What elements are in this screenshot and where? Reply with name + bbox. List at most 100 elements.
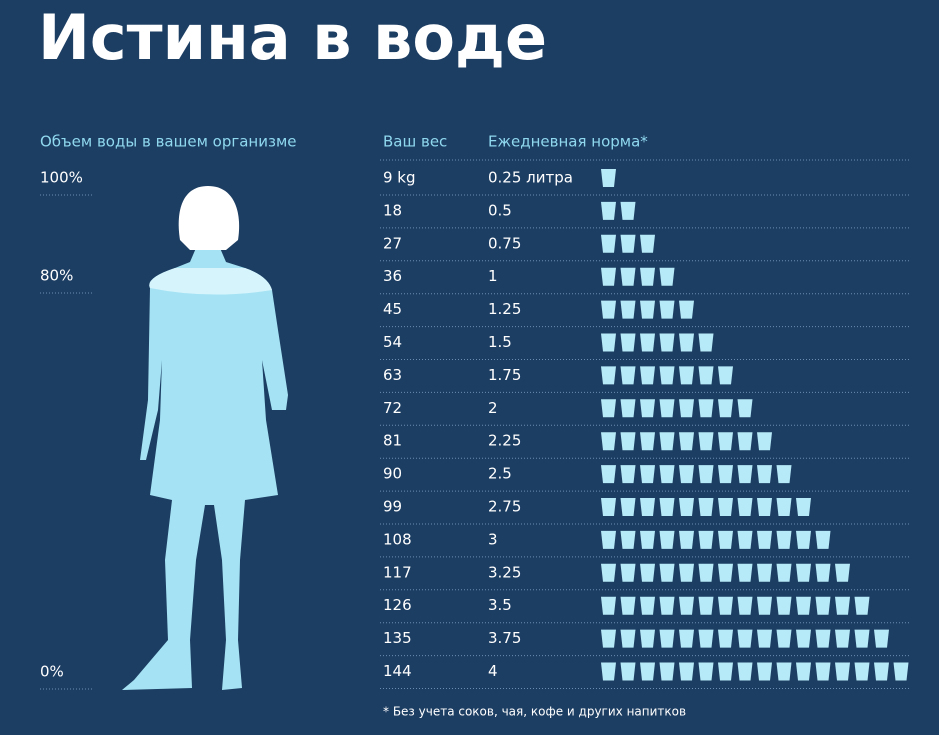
- glass: [620, 366, 636, 385]
- glass: [640, 596, 655, 615]
- glass: [679, 399, 694, 418]
- norm: 3.25: [488, 563, 521, 581]
- glass: [718, 563, 733, 582]
- weight: 18: [383, 201, 402, 219]
- glass: [640, 300, 655, 319]
- weight: 63: [383, 366, 402, 384]
- glass: [659, 465, 675, 484]
- body: [122, 248, 288, 690]
- glass: [601, 399, 616, 418]
- weight: 99: [383, 498, 402, 516]
- glass: [640, 465, 655, 484]
- glass: [679, 366, 694, 385]
- glass: [640, 629, 655, 648]
- glass: [893, 662, 909, 681]
- glass: [601, 498, 616, 516]
- norm: 4: [488, 662, 498, 680]
- glass: [620, 465, 636, 484]
- glass: [815, 662, 831, 681]
- glass: [737, 662, 753, 681]
- weight: 9 kg: [383, 169, 416, 187]
- glass: [640, 530, 655, 549]
- glass: [640, 498, 655, 516]
- glass: [620, 267, 636, 286]
- glass: [718, 465, 733, 484]
- glass: [679, 300, 694, 319]
- glass: [679, 530, 694, 549]
- glass: [737, 596, 753, 615]
- glass: [796, 662, 811, 681]
- norm: 2.5: [488, 465, 512, 483]
- glass: [659, 596, 675, 615]
- glass: [659, 498, 675, 516]
- glass: [776, 563, 792, 582]
- glass: [796, 498, 811, 516]
- norm: 0.5: [488, 201, 512, 219]
- weight: 36: [383, 267, 402, 285]
- norm: 0.75: [488, 234, 521, 252]
- glass: [737, 399, 753, 418]
- glass: [620, 333, 636, 352]
- glass: [698, 530, 714, 549]
- glass: [620, 629, 636, 648]
- glass: [776, 530, 792, 549]
- silhouette: [122, 186, 288, 690]
- glass: [796, 629, 811, 648]
- glass: [601, 563, 616, 582]
- weight: 81: [383, 432, 402, 450]
- glass: [757, 596, 772, 615]
- glass: [698, 563, 714, 582]
- glass: [620, 596, 636, 615]
- weight: 45: [383, 300, 402, 318]
- scale-label: 80%: [40, 267, 73, 285]
- glass: [601, 169, 616, 187]
- glass: [698, 432, 714, 451]
- glass: [776, 465, 792, 484]
- glass: [601, 234, 616, 253]
- glass: [659, 366, 675, 385]
- glass: [659, 629, 675, 648]
- glass: [776, 596, 792, 615]
- glass: [620, 662, 636, 681]
- weight: 108: [383, 530, 412, 548]
- glass: [601, 201, 616, 220]
- glass: [698, 399, 714, 418]
- footnote: * Без учета соков, чая, кофе и других на…: [383, 705, 686, 719]
- glass: [796, 530, 811, 549]
- glass: [718, 399, 733, 418]
- scale-label: 100%: [40, 169, 83, 187]
- glass: [620, 498, 636, 516]
- norm: 2: [488, 399, 498, 417]
- weight: 72: [383, 399, 402, 417]
- glass: [679, 629, 694, 648]
- glass: [659, 563, 675, 582]
- glass: [718, 366, 733, 385]
- glass: [815, 629, 831, 648]
- glass: [698, 662, 714, 681]
- glass: [718, 596, 733, 615]
- glass: [854, 596, 870, 615]
- glass: [601, 465, 616, 484]
- glass: [718, 498, 733, 516]
- glass: [737, 465, 753, 484]
- glass: [796, 596, 811, 615]
- weight: 90: [383, 465, 402, 483]
- glass: [620, 201, 636, 220]
- glass: [757, 465, 772, 484]
- column-header: Ежедневная норма*: [488, 133, 648, 151]
- glass: [601, 530, 616, 549]
- norm: 3.5: [488, 596, 512, 614]
- norm: 2.25: [488, 432, 521, 450]
- glass: [835, 629, 850, 648]
- glass: [874, 662, 889, 681]
- glass: [718, 629, 733, 648]
- glass: [640, 366, 655, 385]
- norm: 1.25: [488, 300, 521, 318]
- glass: [601, 662, 616, 681]
- glass: [776, 629, 792, 648]
- glass: [679, 662, 694, 681]
- glass: [640, 399, 655, 418]
- weight: 54: [383, 333, 402, 351]
- glass: [698, 366, 714, 385]
